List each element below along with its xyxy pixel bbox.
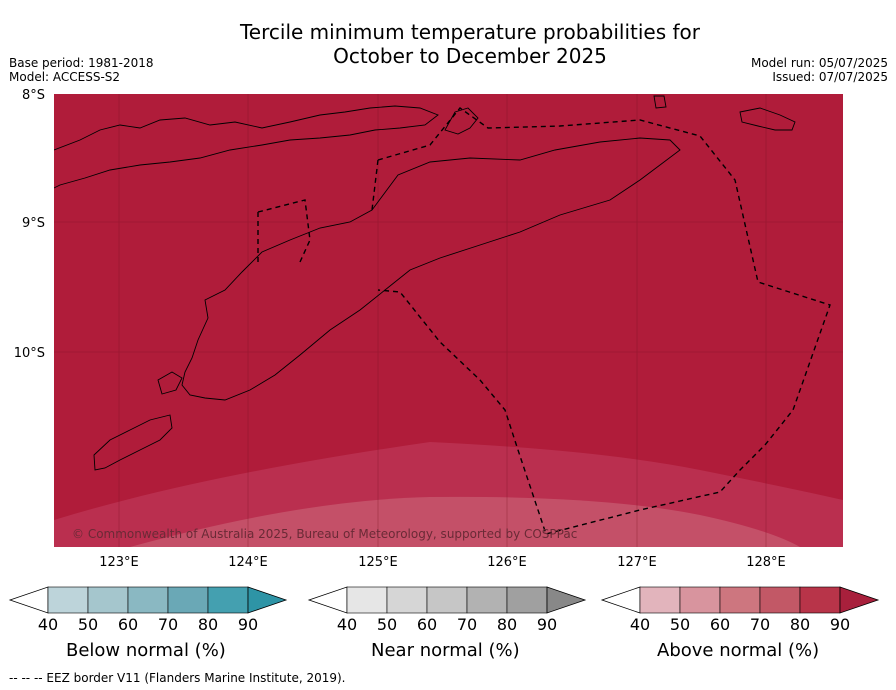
- colorbar-tick-label: 40: [630, 615, 650, 634]
- colorbar-segment: [506, 586, 548, 614]
- colorbar-tick-label: 90: [537, 615, 557, 634]
- colorbar-tick-label: 70: [750, 615, 770, 634]
- colorbar-near-normal: 40 50 60 70 80 90: [307, 586, 587, 634]
- colorbar-tick-label: 40: [337, 615, 357, 634]
- colorbar-segment: [346, 586, 388, 614]
- legend-title-near: Near normal (%): [371, 640, 520, 661]
- colorbar-tick-label: 90: [238, 615, 258, 634]
- colorbar-above-normal: 40 50 60 70 80 90: [600, 586, 880, 634]
- lon-labels: 123°E 124°E 125°E 126°E 127°E 128°E: [99, 555, 786, 570]
- meta-left: Base period: 1981-2018 Model: ACCESS-S2: [9, 56, 154, 84]
- legend-title-above: Above normal (%): [657, 640, 820, 661]
- model-name: Model: ACCESS-S2: [9, 70, 121, 84]
- colorbar-segment: [679, 586, 721, 614]
- colorbar-tick-label: 50: [670, 615, 690, 634]
- colorbar-segment: [466, 586, 508, 614]
- colorbar-segment: [127, 586, 169, 614]
- colorbar-tick-label: 50: [78, 615, 98, 634]
- colorbar-tick-label: 40: [38, 615, 58, 634]
- colorbar-segment: [207, 586, 249, 614]
- colorbar-tick-label: 80: [790, 615, 810, 634]
- legend-below-normal: 40 50 60 70 80 90: [8, 582, 290, 638]
- colorbar-segment: [87, 586, 129, 614]
- lon-label-126e: 126°E: [487, 555, 527, 570]
- lon-label-124e: 124°E: [228, 555, 268, 570]
- small-island-coast: [653, 95, 667, 109]
- colorbar-tick-label: 80: [497, 615, 517, 634]
- probability-map: © Commonwealth of Australia 2025, Bureau…: [14, 88, 843, 570]
- base-period: Base period: 1981-2018: [9, 56, 154, 70]
- meta-right: Model run: 05/07/2025 Issued: 07/07/2025: [751, 56, 888, 84]
- lat-label-9s: 9°S: [22, 216, 45, 231]
- colorbar-tick-label: 60: [710, 615, 730, 634]
- legend-above-normal: 40 50 60 70 80 90: [600, 582, 882, 638]
- colorbar-tick-label: 60: [417, 615, 437, 634]
- colorbar-over-arrow: [839, 586, 880, 614]
- wetar-coast: [444, 107, 479, 135]
- colorbar-tick-label: 70: [457, 615, 477, 634]
- probability-band-70: [130, 496, 800, 547]
- colorbar-segment: [719, 586, 761, 614]
- colorbar-segment: [386, 586, 428, 614]
- coastlines: [54, 95, 796, 471]
- legend-title-below: Below normal (%): [66, 640, 226, 661]
- colorbar-tick-label: 50: [377, 615, 397, 634]
- eez-footer-note: -- -- -- EEZ border V11 (Flanders Marine…: [9, 671, 346, 685]
- colorbar-over-arrow: [546, 586, 587, 614]
- colorbar-segment: [47, 586, 89, 614]
- semau-island-coast: [157, 371, 183, 395]
- title-line-2: October to December 2025: [333, 44, 607, 68]
- timor-island-coast: [181, 137, 681, 401]
- colorbar-over-arrow: [247, 586, 288, 614]
- lon-label-128e: 128°E: [746, 555, 786, 570]
- colorbar-under-arrow: [600, 586, 641, 614]
- colorbar-tick-label: 60: [118, 615, 138, 634]
- map-title: Tercile minimum temperature probabilitie…: [170, 20, 770, 68]
- model-run: Model run: 05/07/2025: [750, 56, 888, 70]
- lon-label-123e: 123°E: [99, 555, 139, 570]
- colorbar-segment: [799, 586, 841, 614]
- alor-islands-coast: [54, 105, 439, 189]
- lon-label-127e: 127°E: [617, 555, 657, 570]
- legend-near-normal: 40 50 60 70 80 90: [307, 582, 589, 638]
- title-line-1: Tercile minimum temperature probabilitie…: [239, 20, 701, 44]
- colorbar-under-arrow: [307, 586, 348, 614]
- issued-date: Issued: 07/07/2025: [772, 70, 888, 84]
- colorbar-below-normal: 40 50 60 70 80 90: [8, 586, 288, 634]
- east-islands-coast: [739, 107, 796, 131]
- colorbar-tick-label: 70: [158, 615, 178, 634]
- lat-label-8s: 8°S: [22, 88, 45, 103]
- colorbar-segment: [167, 586, 209, 614]
- colorbar-segment: [759, 586, 801, 614]
- lat-label-10s: 10°S: [14, 346, 45, 361]
- colorbar-tick-label: 80: [198, 615, 218, 634]
- colorbar-segment: [426, 586, 468, 614]
- colorbar-segment: [639, 586, 681, 614]
- copyright-text: © Commonwealth of Australia 2025, Bureau…: [72, 527, 577, 541]
- colorbar-under-arrow: [8, 586, 49, 614]
- graticule: [54, 94, 843, 547]
- colorbar-tick-label: 90: [830, 615, 850, 634]
- lat-labels: 8°S 9°S 10°S: [14, 88, 45, 361]
- rote-island-coast: [93, 414, 173, 471]
- lon-label-125e: 125°E: [358, 555, 398, 570]
